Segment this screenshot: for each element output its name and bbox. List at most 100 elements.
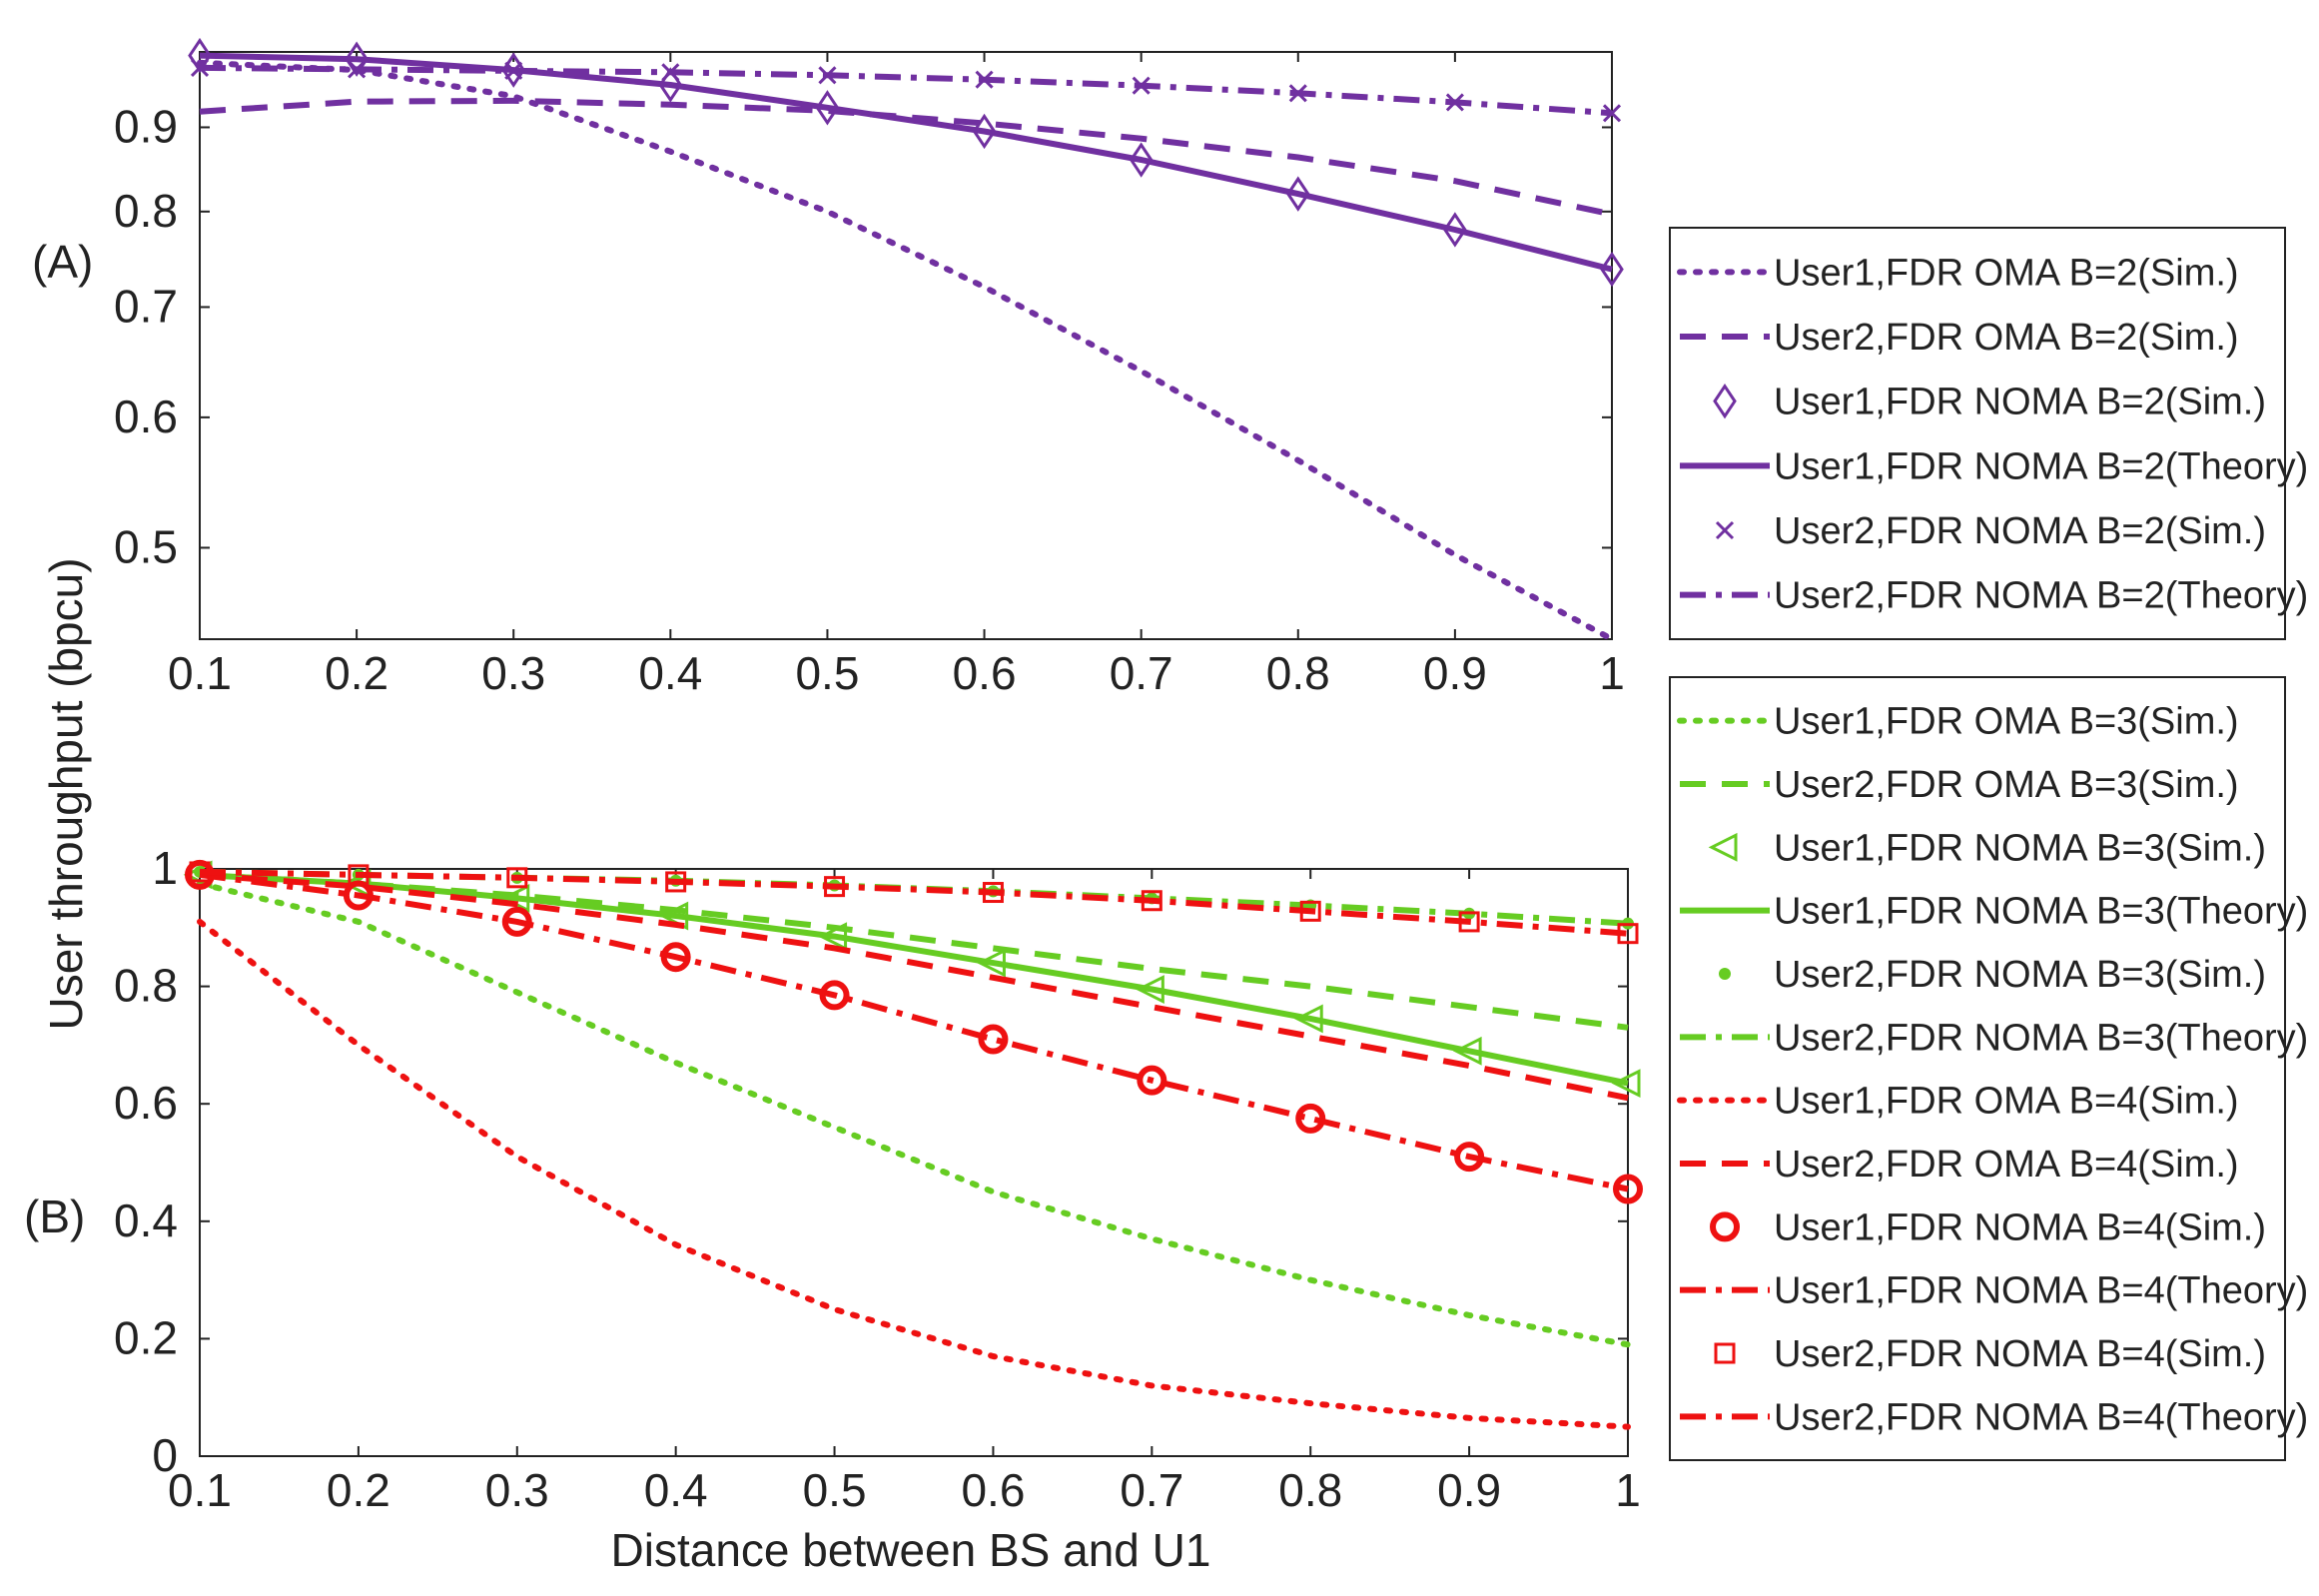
series-line: [197, 918, 1631, 1430]
legend-label: User1,FDR NOMA B=2(Sim.): [1774, 382, 2266, 423]
panel-a-x-tick-label: 0.8: [1266, 647, 1330, 699]
series-line: [199, 871, 1629, 1193]
series-line: [199, 871, 1629, 1031]
legend-entry-user2-fdr-noma-b-3-sim: User2,FDR NOMA B=3(Sim.): [1719, 954, 2266, 996]
legend-label: User1,FDR NOMA B=4(Theory): [1774, 1270, 2308, 1312]
panel-b-y-tick-label: 1: [152, 842, 178, 894]
panel-b-legend-box: [1669, 676, 2286, 1461]
legend-marker: [1713, 383, 1737, 419]
legend-entry-user2-fdr-noma-b-4-theory: User2,FDR NOMA B=4(Theory): [1680, 1396, 2308, 1438]
panel-a-x-tick-label: 0.2: [325, 647, 388, 699]
panel-a-y-tick-label: 0.8: [114, 185, 178, 237]
data-point: [1600, 251, 1624, 288]
legend-entry-user2-fdr-noma-b-2-sim: User2,FDR NOMA B=2(Sim.): [1715, 510, 2266, 552]
panel-b-series-user1-fdr-oma-b-3-sim: [197, 880, 1631, 1348]
panel-b-x-tick-label: 0.3: [485, 1464, 549, 1516]
panel-a-x-tick-label: 0.4: [638, 647, 702, 699]
panel-a-x-tick-label: 0.3: [481, 647, 545, 699]
panel-a-label: (A): [32, 236, 93, 288]
panel-b-x-tick-label: 1: [1615, 1464, 1641, 1516]
panel-a-y-tick-label: 0.7: [114, 280, 178, 332]
legend-entry-user1-fdr-noma-b-2-sim: User1,FDR NOMA B=2(Sim.): [1713, 382, 2266, 423]
legend-label: User2,FDR NOMA B=3(Theory): [1774, 1017, 2308, 1059]
panel-a-series-user2-fdr-oma-b-2-sim: [199, 97, 1613, 218]
legend-entry-user1-fdr-noma-b-4-theory: User1,FDR NOMA B=4(Theory): [1680, 1270, 2308, 1312]
series-line: [199, 871, 1629, 1102]
panel-b-series-user1-fdr-noma-b-4-sim: [185, 859, 1643, 1204]
legend-entry-user2-fdr-noma-b-3-theory: User2,FDR NOMA B=3(Theory): [1680, 1017, 2308, 1059]
legend-label: User2,FDR OMA B=3(Sim.): [1774, 764, 2239, 806]
series-line: [199, 64, 1613, 117]
legend-label: User2,FDR NOMA B=4(Theory): [1774, 1396, 2308, 1438]
data-point: [815, 90, 840, 126]
panel-b-series-user1-fdr-noma-b-3-sim: [183, 860, 1641, 1099]
legend-entry-user2-fdr-noma-b-2-theory: User2,FDR NOMA B=2(Theory): [1680, 575, 2308, 617]
legend-panel-b: User1,FDR OMA B=3(Sim.) User2,FDR OMA B=3…: [1669, 676, 2308, 1461]
data-point: [1611, 1069, 1641, 1099]
legend-entry-user1-fdr-noma-b-4-sim: User1,FDR NOMA B=4(Sim.): [1710, 1206, 2266, 1248]
legend-entry-user1-fdr-oma-b-4-sim: User1,FDR OMA B=4(Sim.): [1677, 1081, 2239, 1123]
legend-label: User1,FDR OMA B=4(Sim.): [1774, 1081, 2239, 1123]
legend-entry-user2-fdr-noma-b-4-sim: User2,FDR NOMA B=4(Sim.): [1714, 1333, 2266, 1375]
panel-b-x-tick-label: 0.9: [1437, 1464, 1501, 1516]
panel-a-x-tick-label: 0.5: [795, 647, 859, 699]
panel-a-series-user2-fdr-noma-b-2-theory: [199, 64, 1613, 117]
x-axis-label: Distance between BS and U1: [611, 1524, 1211, 1576]
panel-b-x-tick-label: 0.8: [1278, 1464, 1342, 1516]
series-line: [197, 59, 1615, 639]
panel-b-x-tick-label: 0.1: [168, 1464, 232, 1516]
panel-a-y-tick-label: 0.6: [114, 391, 178, 442]
data-point: [978, 1024, 1009, 1055]
panel-b-y-tick-label: 0.2: [114, 1311, 178, 1363]
legend-label: User2,FDR NOMA B=4(Sim.): [1774, 1333, 2266, 1375]
data-point: [1443, 212, 1467, 248]
series-line: [199, 868, 1629, 937]
data-point: [1129, 142, 1154, 178]
legend-label: User1,FDR OMA B=3(Sim.): [1774, 701, 2239, 743]
panel-b-x-tick-label: 0.6: [961, 1464, 1025, 1516]
panel-b-x-tick-label: 0.4: [644, 1464, 708, 1516]
data-point: [1285, 176, 1310, 212]
panel-b-y-tick-label: 0.4: [114, 1195, 178, 1246]
panel-a-legend-box: [1669, 227, 2286, 640]
panel-b-y-tick-label: 0: [152, 1429, 178, 1481]
panel-b-x-tick-label: 0.5: [803, 1464, 867, 1516]
series-line: [197, 880, 1631, 1348]
panel-b-series-user1-fdr-oma-b-4-sim: [197, 918, 1631, 1430]
series-line: [199, 871, 1629, 1087]
legend-entry-user1-fdr-noma-b-3-sim: User1,FDR NOMA B=3(Sim.): [1708, 827, 2266, 869]
panel-a-x-tick-label: 0.9: [1423, 647, 1487, 699]
legend-marker: [1715, 520, 1735, 540]
legend-panel-a: User1,FDR OMA B=2(Sim.) User2,FDR OMA B=2…: [1669, 227, 2308, 640]
panel-a-axes-box: [199, 51, 1613, 640]
legend-entry-user2-fdr-oma-b-3-sim: User2,FDR OMA B=3(Sim.): [1680, 764, 2239, 806]
panel-b-x-tick-label: 0.2: [327, 1464, 390, 1516]
y-axis-label: User throughput (bpcu): [40, 557, 92, 1030]
legend-marker: [1710, 1211, 1740, 1242]
panel-b-series-user1-fdr-noma-b-3-theory: [199, 871, 1629, 1087]
panel-b-x-tick-label: 0.7: [1120, 1464, 1183, 1516]
panel-b-chart: 0.1 0.2 0.3 0.4 0.5 0.6 0.7 0.8 0.9 1 0 0.2 0.4 0.6 0.…: [24, 842, 1643, 1516]
legend-entry-user1-fdr-noma-b-2-theory: User1,FDR NOMA B=2(Theory): [1680, 445, 2308, 487]
legend-label: User1,FDR NOMA B=4(Sim.): [1774, 1206, 2266, 1248]
legend-label: User2,FDR OMA B=4(Sim.): [1774, 1144, 2239, 1186]
legend-label: User2,FDR NOMA B=2(Sim.): [1774, 510, 2266, 552]
series-line: [199, 97, 1613, 218]
panel-a-chart: 0.1 0.2 0.3 0.4 0.5 0.6 0.7 0.8 0.9 1 0.5 0.6 0.7 0.8…: [32, 37, 1625, 699]
legend-label: User2,FDR OMA B=2(Sim.): [1774, 317, 2239, 359]
panel-b-y-tick-label: 0.8: [114, 960, 178, 1012]
legend-label: User2,FDR NOMA B=3(Sim.): [1774, 954, 2266, 996]
panel-a-y-tick-label: 0.5: [114, 520, 178, 572]
panel-a-x-tick-label: 1: [1599, 647, 1625, 699]
panel-b-series-user2-fdr-oma-b-3-sim: [199, 871, 1629, 1031]
panel-a-series-user1-fdr-noma-b-2-theory: [199, 52, 1613, 273]
legend-entry-user2-fdr-oma-b-2-sim: User2,FDR OMA B=2(Sim.): [1680, 317, 2239, 359]
series-line: [199, 52, 1613, 273]
panel-b-y-tick-label: 0.6: [114, 1077, 178, 1129]
legend-entry-user1-fdr-oma-b-2-sim: User1,FDR OMA B=2(Sim.): [1677, 252, 2239, 294]
panel-a-y-tick-label: 0.9: [114, 100, 178, 152]
legend-label: User2,FDR NOMA B=2(Theory): [1774, 575, 2308, 617]
panel-a-x-tick-label: 0.7: [1110, 647, 1173, 699]
legend-marker: [1708, 832, 1738, 862]
panel-b-series-user2-fdr-oma-b-4-sim: [199, 871, 1629, 1102]
